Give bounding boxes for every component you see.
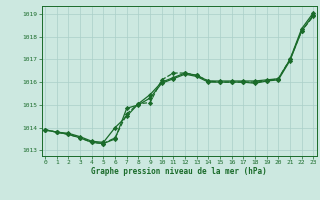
X-axis label: Graphe pression niveau de la mer (hPa): Graphe pression niveau de la mer (hPa) bbox=[91, 167, 267, 176]
